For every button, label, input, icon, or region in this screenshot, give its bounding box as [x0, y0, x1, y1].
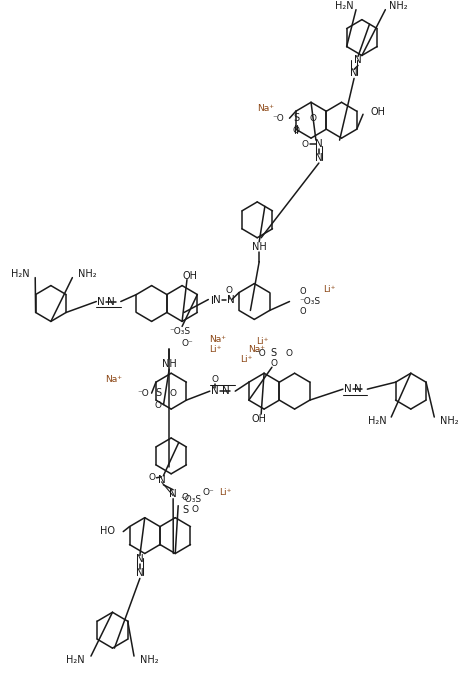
Text: ⁻O₃S: ⁻O₃S — [180, 495, 201, 504]
Text: O⁻: O⁻ — [181, 339, 193, 348]
Text: O: O — [169, 389, 176, 398]
Text: Li⁺: Li⁺ — [256, 337, 268, 346]
Text: N: N — [136, 554, 144, 565]
Text: N: N — [354, 384, 361, 394]
Text: S: S — [271, 348, 277, 358]
Text: Li⁺: Li⁺ — [240, 355, 253, 364]
Text: O: O — [301, 140, 309, 148]
Text: N: N — [213, 294, 221, 304]
Text: N: N — [211, 386, 219, 396]
Text: H₂N: H₂N — [11, 268, 30, 279]
Text: H₂N: H₂N — [336, 1, 354, 11]
Text: ⁻O₃S: ⁻O₃S — [299, 297, 320, 306]
Text: ⁻O₃S: ⁻O₃S — [170, 327, 191, 336]
Text: N: N — [354, 55, 362, 65]
Text: H₂N: H₂N — [66, 655, 85, 665]
Text: S: S — [293, 113, 300, 123]
Text: O: O — [309, 114, 316, 123]
Text: S: S — [155, 388, 161, 398]
Text: O: O — [270, 359, 278, 368]
Text: NH₂: NH₂ — [440, 416, 459, 426]
Text: H₂N: H₂N — [368, 416, 386, 426]
Text: O: O — [300, 287, 307, 296]
Text: O⁻: O⁻ — [203, 488, 214, 497]
Text: OH: OH — [252, 414, 267, 424]
Text: N: N — [136, 569, 144, 578]
Text: NH₂: NH₂ — [78, 268, 97, 279]
Text: N: N — [350, 68, 358, 78]
Text: O: O — [211, 375, 218, 383]
Text: N: N — [315, 153, 323, 163]
Text: N: N — [344, 384, 352, 394]
Text: OH: OH — [371, 107, 386, 117]
Text: NH: NH — [252, 242, 266, 252]
Text: O: O — [191, 505, 198, 514]
Text: O: O — [286, 349, 293, 358]
Text: Na⁺: Na⁺ — [209, 335, 226, 344]
Text: Li⁺: Li⁺ — [219, 488, 231, 497]
Text: N: N — [97, 296, 105, 306]
Text: N: N — [222, 386, 229, 396]
Text: N: N — [315, 139, 323, 149]
Text: O: O — [155, 400, 162, 409]
Text: ⁻O: ⁻O — [137, 389, 148, 398]
Text: Na⁺: Na⁺ — [248, 345, 265, 354]
Text: S: S — [182, 505, 188, 515]
Text: Na⁺: Na⁺ — [257, 104, 274, 113]
Text: Na⁺: Na⁺ — [105, 375, 122, 383]
Text: N: N — [158, 475, 165, 485]
Text: ⁻O: ⁻O — [254, 349, 266, 358]
Text: HO: HO — [100, 526, 115, 535]
Text: Li⁺: Li⁺ — [323, 285, 335, 294]
Text: NH₂: NH₂ — [389, 1, 408, 11]
Text: N: N — [107, 296, 115, 306]
Text: O: O — [182, 493, 189, 502]
Text: N: N — [169, 489, 177, 498]
Text: NH: NH — [162, 360, 177, 369]
Text: O: O — [300, 307, 307, 316]
Text: O: O — [148, 473, 155, 482]
Text: O: O — [225, 286, 232, 295]
Text: NH₂: NH₂ — [140, 655, 159, 665]
Text: ⁻O: ⁻O — [272, 114, 284, 123]
Text: N: N — [227, 294, 235, 304]
Text: Li⁺: Li⁺ — [209, 345, 222, 354]
Text: O: O — [293, 126, 300, 135]
Text: OH: OH — [183, 270, 197, 281]
